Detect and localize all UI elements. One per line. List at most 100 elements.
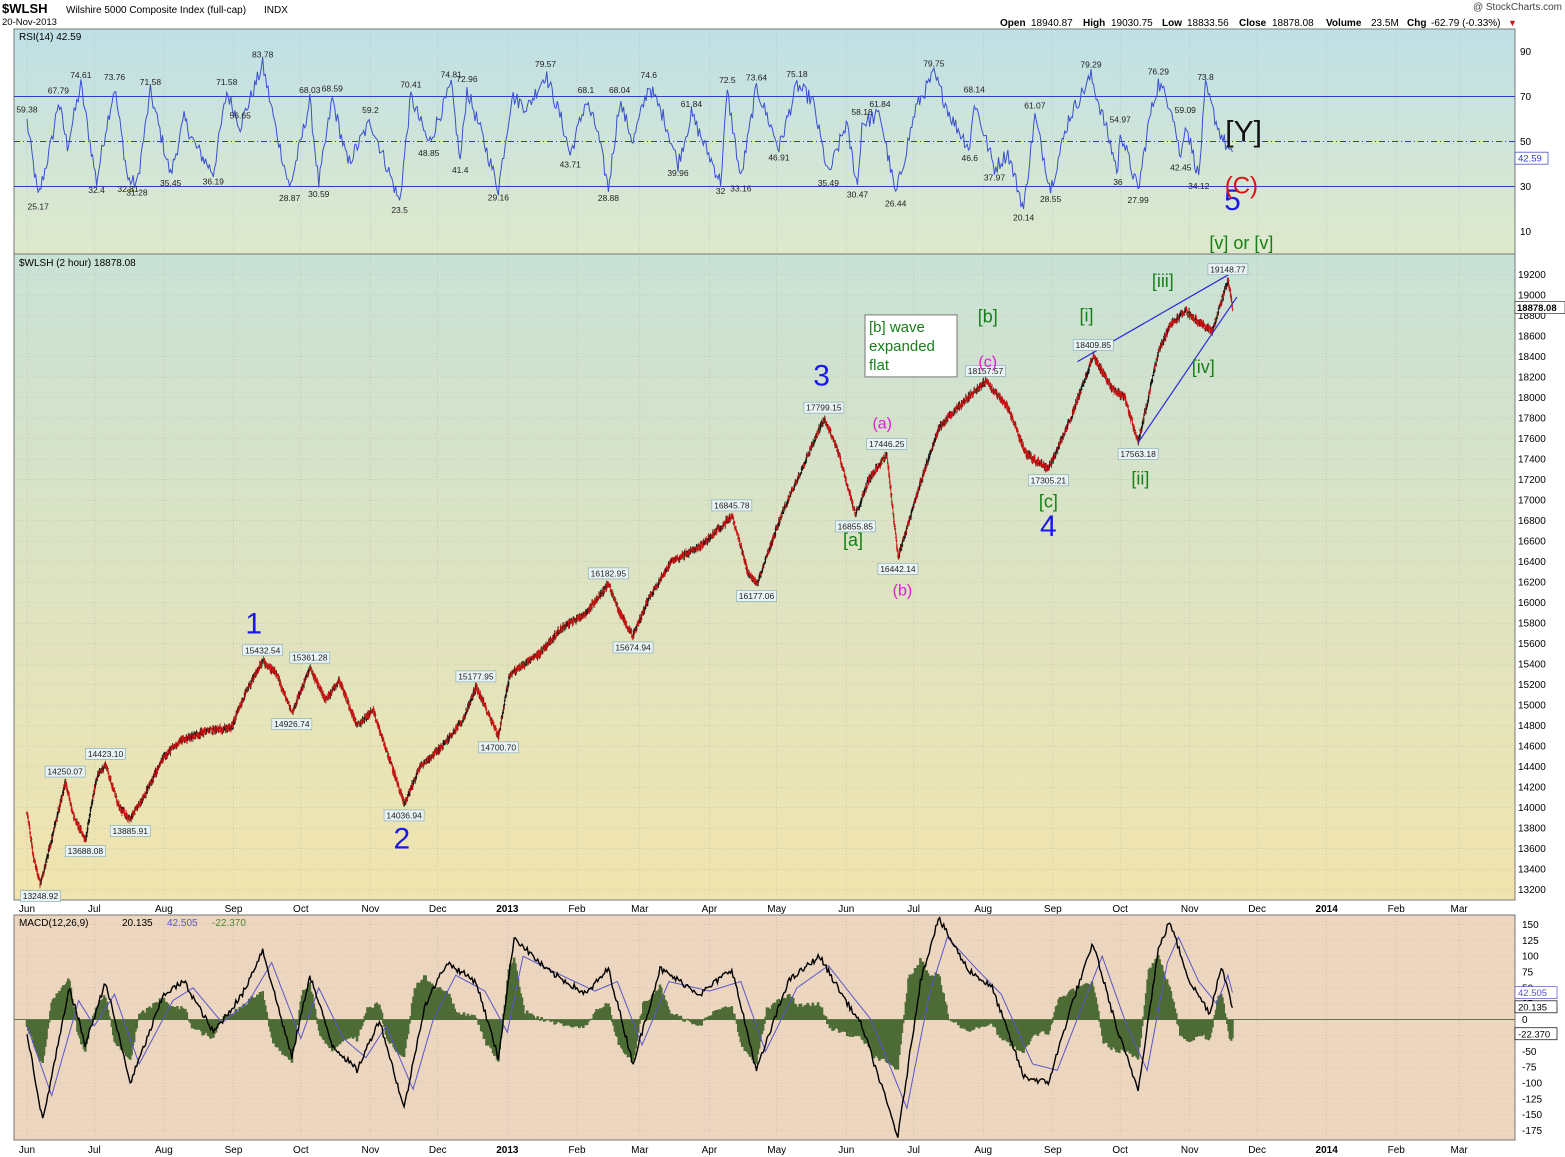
macd-y-tick-label: -100 bbox=[1522, 1078, 1542, 1089]
pivot-label: 15177.95 bbox=[458, 671, 494, 681]
close-label: Close bbox=[1239, 18, 1267, 29]
macd-value-tag-text: 42.505 bbox=[1518, 988, 1547, 999]
rsi-value-label: 48.85 bbox=[418, 148, 440, 158]
price-y-tick-label: 17400 bbox=[1518, 455, 1546, 466]
price-layer: 13248.92 14250.07 13688.08 14423.10 13885.91… bbox=[20, 263, 1249, 903]
pivot-label: 19148.77 bbox=[1210, 264, 1246, 274]
rsi-value-label: 79.75 bbox=[923, 59, 945, 69]
macd-value: 20.135 bbox=[122, 918, 153, 929]
macd-line bbox=[26, 916, 1234, 1138]
price-x-tick-label: Aug bbox=[155, 904, 173, 915]
price-y-tick-label: 19000 bbox=[1518, 291, 1546, 302]
wave-label: (b) bbox=[893, 582, 913, 599]
price-x-tick-label: Feb bbox=[568, 904, 586, 915]
price-x-tick-label: Mar bbox=[631, 904, 649, 915]
rsi-value-label: 32.81 bbox=[117, 184, 139, 194]
rsi-value-label: 73.64 bbox=[746, 72, 768, 82]
rsi-value-label: 34.12 bbox=[1188, 181, 1210, 191]
price-y-tick-label: 18800 bbox=[1518, 311, 1546, 322]
wedge-trendline bbox=[1137, 296, 1238, 444]
pivot-label-box bbox=[478, 741, 519, 754]
rsi-value-label: 75.18 bbox=[786, 69, 808, 79]
rsi-value-label: 31.28 bbox=[126, 188, 148, 198]
wave-label: (a) bbox=[872, 415, 892, 432]
wave-note-line-3: flat bbox=[869, 357, 890, 374]
rsi-value-label: 26.44 bbox=[885, 199, 907, 209]
price-y-tick-label: 15800 bbox=[1518, 619, 1546, 630]
price-y-tick-label: 14000 bbox=[1518, 803, 1546, 814]
rsi-value-label: 68.04 bbox=[609, 85, 631, 95]
macd-y-tick-label: 150 bbox=[1522, 920, 1539, 931]
price-x-tick-label: Oct bbox=[1112, 904, 1128, 915]
macd-y-tick-label: -50 bbox=[1522, 1047, 1537, 1058]
macd-y-tick-label: -125 bbox=[1522, 1094, 1542, 1105]
pivot-label: 15674.94 bbox=[615, 642, 651, 652]
wave-label: [iv] bbox=[1192, 357, 1215, 377]
rsi-value-label: 76.29 bbox=[1148, 66, 1170, 76]
pivot-label: 18409.85 bbox=[1076, 340, 1112, 350]
price-x-tick-label: Sep bbox=[225, 904, 243, 915]
macd-x-tick-label: Jun bbox=[838, 1145, 854, 1156]
axis-layer: Jun Jun Jul Jul Aug Aug Sep Sep Oct Oct Nov Nov Dec D… bbox=[19, 47, 1565, 1156]
macd-value-tag-text: 20.135 bbox=[1518, 1002, 1547, 1013]
rsi-value-label: 25.17 bbox=[28, 201, 50, 211]
pivot-label: 14250.07 bbox=[47, 767, 83, 777]
rsi-y-tick-label: 70 bbox=[1520, 92, 1532, 103]
macd-x-tick-label: Dec bbox=[1248, 1145, 1266, 1156]
price-x-tick-label: Jul bbox=[88, 904, 101, 915]
rsi-value-label: 41.4 bbox=[452, 165, 469, 175]
rsi-value-label: 59.2 bbox=[362, 105, 379, 115]
pivot-label-box bbox=[877, 562, 919, 575]
rsi-value-label: 68.14 bbox=[964, 85, 986, 95]
wave-label: (c) bbox=[978, 354, 997, 371]
macd-signal-line bbox=[26, 935, 1233, 1111]
macd-x-tick-label: Dec bbox=[429, 1145, 447, 1156]
rsi-value-label: 73.8 bbox=[1197, 72, 1214, 82]
rsi-value-label: 35.49 bbox=[818, 178, 840, 188]
rsi-value-label: 39.96 bbox=[667, 168, 689, 178]
price-x-tick-label: Dec bbox=[429, 904, 447, 915]
macd-x-tick-label: Aug bbox=[155, 1145, 173, 1156]
price-y-tick-label: 16600 bbox=[1518, 537, 1546, 548]
macd-x-tick-label: 2013 bbox=[496, 1145, 519, 1156]
price-x-tick-label: Apr bbox=[702, 904, 718, 915]
pivot-label-box bbox=[44, 765, 86, 778]
price-y-tick-label: 16400 bbox=[1518, 557, 1546, 568]
price-y-tick-label: 14600 bbox=[1518, 742, 1546, 753]
price-last-value-tag bbox=[1514, 301, 1565, 314]
macd-x-tick-label: Jul bbox=[907, 1145, 920, 1156]
macd-x-tick-label: Oct bbox=[293, 1145, 309, 1156]
pivot-label-box bbox=[711, 499, 753, 512]
pivot-label: 17305.21 bbox=[1031, 475, 1067, 485]
pivot-label-box bbox=[455, 670, 497, 683]
macd-x-tick-label: 2014 bbox=[1316, 1145, 1339, 1156]
macd-value-tag-text: -22.370 bbox=[1518, 1029, 1550, 1040]
rsi-value-label: 30.59 bbox=[308, 189, 330, 199]
macd-x-tick-label: Oct bbox=[1112, 1145, 1128, 1156]
rsi-value-label: 74.81 bbox=[441, 70, 463, 80]
price-y-tick-label: 15200 bbox=[1518, 680, 1546, 691]
symbol: $WLSH bbox=[2, 1, 48, 16]
price-x-tick-label: Mar bbox=[1451, 904, 1469, 915]
price-y-tick-label: 13400 bbox=[1518, 865, 1546, 876]
wave-note-box: [b] wave expanded flat bbox=[864, 314, 958, 378]
wave-label: [ii] bbox=[1131, 469, 1149, 489]
macd-x-tick-label: May bbox=[767, 1145, 786, 1156]
wave-label: (C) bbox=[1225, 172, 1258, 199]
rsi-value-label: 58.18 bbox=[851, 107, 873, 117]
pivot-label-box bbox=[383, 809, 425, 822]
rsi-value-label: 73.76 bbox=[104, 72, 126, 82]
price-x-tick-label: Nov bbox=[1181, 904, 1199, 915]
pivot-label: 17799.15 bbox=[806, 403, 842, 413]
price-y-tick-label: 16200 bbox=[1518, 578, 1546, 589]
pivot-label-box bbox=[866, 438, 908, 450]
pivot-label: 16845.78 bbox=[714, 500, 750, 510]
wave-label: 1 bbox=[245, 607, 262, 640]
pivot-label: 13248.92 bbox=[23, 891, 59, 901]
open-value: 18940.87 bbox=[1031, 18, 1073, 29]
rsi-value-label: 79.57 bbox=[535, 59, 557, 69]
quote-bar: Open 18940.87 High 19030.75 Low 18833.56… bbox=[1000, 18, 1517, 29]
price-x-tick-label: 2013 bbox=[496, 904, 519, 915]
rsi-value-label: 32.4 bbox=[88, 185, 105, 195]
macd-title-prefix: MACD(12,26,9) bbox=[19, 918, 88, 929]
